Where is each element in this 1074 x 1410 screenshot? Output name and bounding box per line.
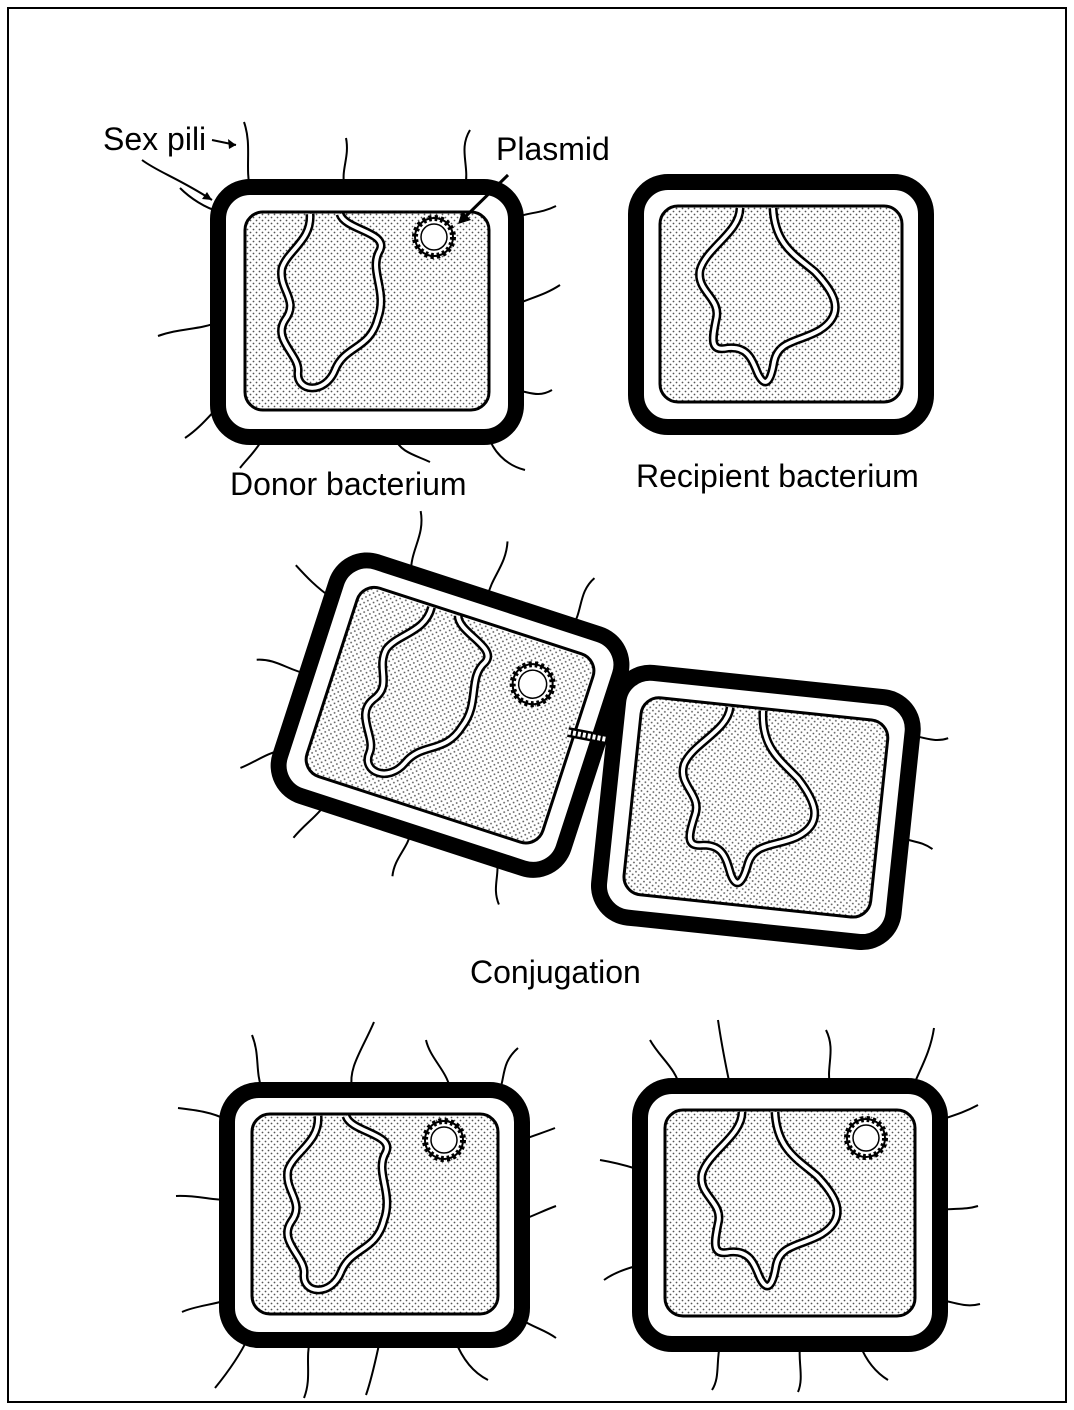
recipient-after-conjugation (599, 1019, 981, 1393)
conjugating-donor (240, 510, 630, 905)
donor-label: Donor bacterium (230, 466, 467, 502)
sex-pili-label: Sex pili (103, 121, 206, 157)
conjugating-recipient (590, 664, 949, 951)
recipient-label: Recipient bacterium (636, 458, 919, 494)
donor-after-conjugation (175, 1021, 557, 1399)
figure-frame (7, 7, 1067, 1403)
plasmid (844, 1116, 888, 1160)
plasmid (422, 1118, 466, 1162)
conjugation-label: Conjugation (470, 954, 641, 990)
plasmid-label: Plasmid (496, 131, 610, 167)
sex-pili-leader (141, 159, 213, 201)
recipient-bacterium (628, 174, 934, 435)
plasmid (509, 661, 556, 708)
plasmid (412, 215, 456, 259)
donor-bacterium (157, 121, 561, 471)
plasmid-arrow (460, 173, 510, 222)
